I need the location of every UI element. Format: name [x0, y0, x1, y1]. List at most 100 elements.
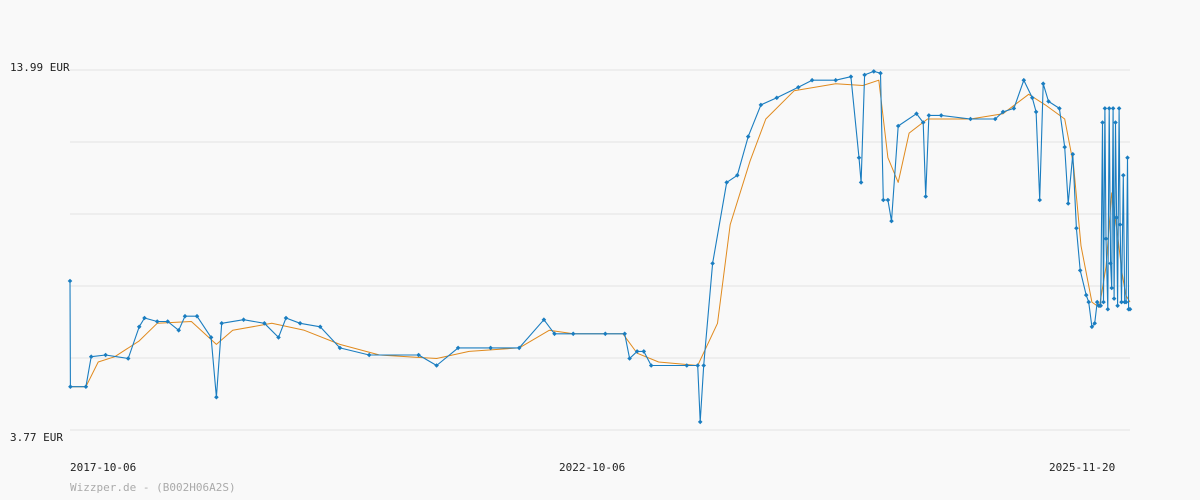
price-point [434, 363, 439, 368]
price-point [262, 321, 267, 326]
price-point [1098, 303, 1103, 308]
price-point [895, 123, 901, 129]
price-point [1092, 321, 1097, 326]
price-point [862, 72, 867, 78]
price-point [858, 180, 864, 185]
price-point [142, 315, 147, 321]
price-point [1011, 106, 1017, 111]
price-point [68, 384, 73, 389]
price-point [283, 315, 289, 321]
price-point [1046, 99, 1051, 104]
price-point [1062, 144, 1067, 150]
price-point [136, 324, 142, 330]
price-point [337, 345, 343, 351]
price-point [684, 363, 690, 368]
price-point [1094, 299, 1100, 305]
price-point [176, 328, 181, 333]
price-point [455, 345, 461, 351]
price-point [1074, 225, 1079, 231]
price-point [856, 155, 862, 160]
price-point [516, 345, 522, 351]
price-point [1077, 268, 1083, 273]
price-point [735, 173, 740, 178]
price-point [774, 95, 780, 101]
price-point [758, 102, 764, 108]
price-point [67, 278, 73, 284]
price-point [1102, 106, 1108, 111]
price-point [648, 363, 654, 368]
price-point [914, 111, 919, 116]
x-tick-label-middle: 2022-10-06 [559, 461, 625, 474]
price-point [1065, 201, 1071, 206]
price-point [552, 331, 557, 337]
price-point [88, 354, 94, 359]
average-series-line [70, 79, 1131, 388]
price-point [276, 335, 281, 340]
price-point [1103, 236, 1109, 241]
price-series-line [69, 70, 1130, 423]
price-point [992, 116, 998, 122]
price-point [1127, 306, 1133, 312]
price-point [1101, 299, 1106, 305]
price-point [809, 77, 815, 83]
price-point [1000, 109, 1006, 115]
price-point [627, 356, 632, 361]
price-point [165, 319, 170, 324]
y-tick-label-max: 13.99 EUR [10, 61, 70, 74]
price-point [1123, 299, 1129, 305]
price-point [570, 331, 576, 337]
price-point [697, 419, 703, 425]
price-point [889, 218, 894, 224]
x-tick-label-start: 2017-10-06 [70, 461, 136, 474]
price-point [103, 352, 108, 358]
price-point [603, 331, 608, 337]
price-point [848, 74, 854, 79]
price-point [745, 134, 751, 139]
price-point [968, 116, 973, 122]
price-point [1108, 261, 1113, 266]
price-point [1110, 106, 1116, 111]
price-point [710, 261, 715, 266]
gridlines [70, 69, 1130, 431]
price-point [1117, 222, 1123, 227]
price-point [1114, 215, 1119, 220]
price-point [1115, 303, 1120, 308]
price-point [219, 321, 224, 326]
price-point [154, 319, 160, 324]
price-point [214, 394, 219, 400]
price-point [701, 363, 706, 368]
price-point [416, 352, 421, 358]
price-point [1089, 324, 1095, 330]
series-layer [67, 69, 1133, 425]
price-point [634, 349, 640, 354]
price-point [1125, 155, 1130, 160]
price-point [1105, 306, 1111, 312]
price-point [923, 194, 928, 199]
price-point [488, 345, 493, 351]
price-point [885, 197, 891, 203]
price-point [83, 384, 89, 389]
price-point [194, 313, 200, 319]
credit-text: Wizzper.de - (B002H06A2S) [70, 481, 236, 494]
price-point [1070, 151, 1076, 157]
price-point [622, 331, 627, 337]
price-point [1057, 106, 1062, 111]
price-point [317, 324, 323, 330]
price-point [1121, 173, 1126, 178]
price-point [208, 335, 214, 340]
price-point [1109, 285, 1114, 291]
price-point [926, 113, 932, 118]
price-point [1113, 120, 1118, 125]
price-point [1119, 299, 1124, 305]
price-point [938, 113, 944, 118]
price-point [1100, 120, 1105, 125]
price-point [1021, 77, 1027, 83]
price-point [241, 317, 246, 322]
price-point [641, 349, 647, 354]
x-tick-label-end: 2025-11-20 [1049, 461, 1115, 474]
price-point [920, 120, 926, 125]
price-point [878, 70, 883, 76]
price-point [1040, 81, 1046, 86]
price-point [366, 352, 372, 358]
price-point [796, 85, 801, 90]
